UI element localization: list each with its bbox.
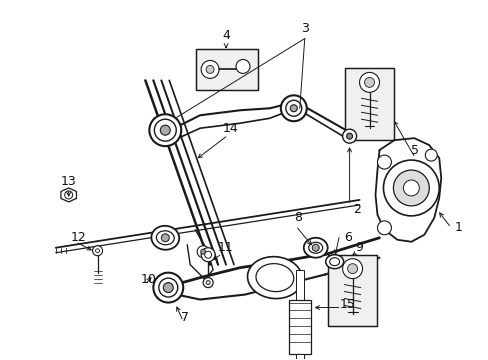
Circle shape: [95, 249, 100, 253]
Circle shape: [163, 283, 173, 293]
Circle shape: [377, 221, 390, 235]
Text: 14: 14: [222, 122, 238, 135]
Bar: [327, 255, 377, 327]
Circle shape: [204, 251, 211, 258]
Circle shape: [200, 249, 205, 254]
Text: 12: 12: [71, 231, 86, 244]
Text: 3: 3: [300, 22, 308, 35]
Circle shape: [346, 133, 352, 139]
Bar: [196, 49, 258, 90]
Circle shape: [359, 72, 379, 92]
Circle shape: [236, 59, 249, 73]
Ellipse shape: [303, 238, 327, 258]
Text: 4: 4: [222, 29, 229, 42]
Circle shape: [92, 246, 102, 256]
Circle shape: [290, 105, 297, 112]
Text: 8: 8: [293, 211, 301, 224]
Text: 11: 11: [217, 241, 232, 254]
Circle shape: [312, 244, 319, 251]
Circle shape: [206, 66, 214, 73]
Text: 13: 13: [61, 175, 77, 189]
Circle shape: [161, 234, 169, 242]
Circle shape: [201, 60, 219, 78]
Bar: [344, 68, 394, 140]
Circle shape: [149, 114, 181, 146]
Circle shape: [364, 77, 374, 87]
Circle shape: [383, 160, 438, 216]
Circle shape: [280, 95, 306, 121]
Text: 5: 5: [410, 144, 419, 157]
Bar: [196, 49, 258, 90]
Text: 2: 2: [353, 203, 361, 216]
Bar: [295, 354, 303, 360]
Circle shape: [393, 170, 428, 206]
Circle shape: [64, 191, 73, 199]
Circle shape: [377, 155, 390, 169]
Ellipse shape: [153, 273, 183, 302]
Text: 6: 6: [343, 231, 351, 244]
Bar: [344, 68, 394, 140]
Ellipse shape: [247, 257, 302, 298]
Circle shape: [425, 149, 436, 161]
Text: 15: 15: [339, 298, 355, 311]
Circle shape: [201, 248, 215, 262]
Circle shape: [206, 280, 210, 285]
Bar: [295, 270, 303, 300]
Bar: [288, 300, 310, 354]
Circle shape: [342, 129, 356, 143]
Ellipse shape: [151, 226, 179, 250]
Text: 10: 10: [140, 273, 156, 286]
Circle shape: [160, 125, 170, 135]
Circle shape: [197, 246, 209, 258]
Text: 9: 9: [355, 241, 363, 254]
Circle shape: [347, 264, 357, 274]
Circle shape: [342, 259, 362, 279]
Ellipse shape: [325, 255, 343, 269]
Bar: [327, 255, 377, 327]
Text: 1: 1: [453, 221, 461, 234]
Circle shape: [203, 278, 213, 288]
Circle shape: [403, 180, 419, 196]
Text: 7: 7: [181, 311, 189, 324]
